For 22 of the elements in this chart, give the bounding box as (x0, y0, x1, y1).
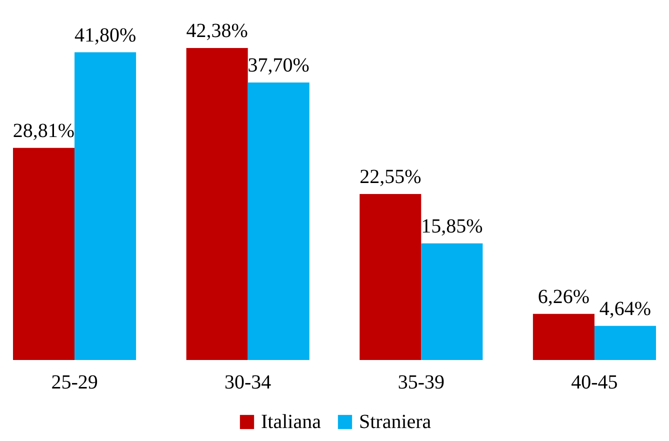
bar (594, 326, 656, 360)
data-label: 41,80% (74, 24, 136, 46)
data-label: 37,70% (248, 54, 310, 76)
x-tick-label: 40-45 (571, 372, 618, 394)
data-label: 6,26% (538, 286, 590, 308)
x-tick-label: 25-29 (51, 372, 98, 394)
bar (186, 48, 248, 360)
data-label: 42,38% (186, 20, 248, 42)
bar (421, 243, 483, 360)
bar (532, 314, 594, 360)
data-label: 28,81% (12, 120, 75, 142)
bar (360, 194, 422, 360)
data-label: 22,55% (360, 166, 422, 188)
bar (13, 148, 75, 360)
x-tick-label: 30-34 (224, 372, 272, 394)
legend-label: Italiana (261, 411, 322, 433)
legend-label: Straniera (359, 411, 432, 433)
x-tick-label: 35-39 (398, 372, 444, 394)
data-label: 15,85% (421, 215, 483, 238)
bar (74, 52, 136, 360)
data-label: 4,64% (599, 298, 652, 320)
bar (248, 82, 310, 360)
